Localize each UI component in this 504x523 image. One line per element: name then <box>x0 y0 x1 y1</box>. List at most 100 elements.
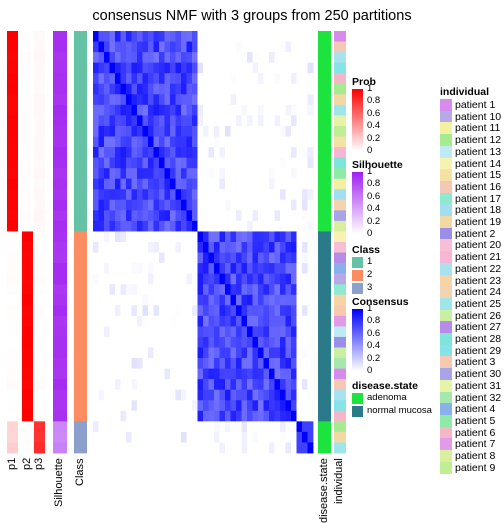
silhouette-cell <box>53 432 67 443</box>
consensus-cell <box>269 358 275 369</box>
consensus-cell <box>253 52 259 63</box>
consensus-cell <box>247 179 253 190</box>
consensus-cell <box>99 274 105 285</box>
consensus-cell <box>126 337 132 348</box>
consensus-cell <box>165 348 171 359</box>
consensus-cell <box>176 63 182 74</box>
consensus-cell <box>192 432 198 443</box>
individual-legend-swatch <box>440 251 452 263</box>
consensus-cell <box>110 63 116 74</box>
consensus-cell <box>132 210 138 221</box>
consensus-cell <box>192 200 198 211</box>
consensus-cell <box>154 358 160 369</box>
prob-cell-p1 <box>7 31 18 42</box>
consensus-cell <box>269 63 275 74</box>
consensus-cell <box>286 189 292 200</box>
consensus-cell <box>302 189 308 200</box>
consensus-cell <box>143 284 149 295</box>
prob-cell-p2 <box>22 179 33 190</box>
consensus-cell <box>214 242 220 253</box>
individual-legend-item: patient 21 <box>440 251 501 263</box>
consensus-cell <box>137 263 143 274</box>
consensus-cell <box>203 263 209 274</box>
consensus-cell <box>220 31 226 42</box>
consensus-cell <box>110 274 116 285</box>
consensus-cell <box>110 126 116 137</box>
consensus-cell <box>269 231 275 242</box>
individual-legend-item: patient 17 <box>440 193 501 205</box>
consensus-cell <box>154 442 160 453</box>
prob-cell-p2 <box>22 442 33 453</box>
consensus-cell <box>297 231 303 242</box>
consensus-cell <box>291 147 297 158</box>
consensus-cell <box>236 189 242 200</box>
consensus-cell <box>302 31 308 42</box>
consensus-cell <box>143 326 149 337</box>
consensus-cell <box>93 305 99 316</box>
consensus-cell <box>308 421 314 432</box>
consensus-cell <box>269 147 275 158</box>
consensus-cell <box>198 253 204 264</box>
consensus-cell <box>126 242 132 253</box>
consensus-cell <box>291 73 297 84</box>
consensus-cell <box>132 31 138 42</box>
consensus-cell <box>269 158 275 169</box>
consensus-cell <box>121 432 127 443</box>
individual-legend-swatch <box>440 169 452 181</box>
silhouette-cell <box>53 126 67 137</box>
consensus-cell <box>181 390 187 401</box>
prob-cell-p3 <box>34 42 45 53</box>
consensus-cell <box>126 442 132 453</box>
consensus-cell <box>225 242 231 253</box>
consensus-cell <box>258 337 264 348</box>
consensus-cell <box>154 295 160 306</box>
consensus-cell <box>154 390 160 401</box>
individual-legend-label: patient 12 <box>455 134 501 146</box>
consensus-cell <box>308 316 314 327</box>
prob-cell-p3 <box>34 274 45 285</box>
consensus-cell <box>148 115 154 126</box>
consensus-cell <box>187 316 193 327</box>
consensus-cell <box>115 221 121 232</box>
consensus-cell <box>115 432 121 443</box>
consensus-cell <box>291 63 297 74</box>
consensus-cell <box>176 316 182 327</box>
consensus-cell <box>203 84 209 95</box>
consensus-cell <box>236 126 242 137</box>
consensus-cell <box>187 326 193 337</box>
consensus-cell <box>269 326 275 337</box>
consensus-cell <box>176 305 182 316</box>
consensus-legend-title: Consensus <box>352 296 409 308</box>
consensus-cell <box>225 305 231 316</box>
consensus-cell <box>159 316 165 327</box>
consensus-cell <box>121 94 127 105</box>
consensus-cell <box>159 242 165 253</box>
individual-legend-label: patient 8 <box>455 450 495 462</box>
prob-legend-tick: 0.4 <box>367 120 380 131</box>
silhouette-legend-tick: 1 <box>367 166 372 177</box>
consensus-cell <box>121 348 127 359</box>
consensus-cell <box>170 400 176 411</box>
consensus-cell <box>297 390 303 401</box>
prob-cell-p1 <box>7 411 18 422</box>
consensus-cell <box>280 31 286 42</box>
consensus-cell <box>247 147 253 158</box>
consensus-cell <box>247 158 253 169</box>
consensus-cell <box>187 31 193 42</box>
consensus-cell <box>137 421 143 432</box>
consensus-cell <box>170 326 176 337</box>
consensus-cell <box>137 63 143 74</box>
consensus-cell <box>110 284 116 295</box>
individual-cell <box>334 274 346 285</box>
class-cell <box>74 137 87 148</box>
consensus-cell <box>291 210 297 221</box>
consensus-cell <box>187 84 193 95</box>
individual-legend-label: patient 32 <box>455 392 501 404</box>
prob-cell-p1 <box>7 432 18 443</box>
consensus-cell <box>302 421 308 432</box>
consensus-cell <box>137 42 143 53</box>
consensus-cell <box>93 137 99 148</box>
consensus-cell <box>154 400 160 411</box>
consensus-cell <box>126 115 132 126</box>
consensus-cell <box>275 442 281 453</box>
